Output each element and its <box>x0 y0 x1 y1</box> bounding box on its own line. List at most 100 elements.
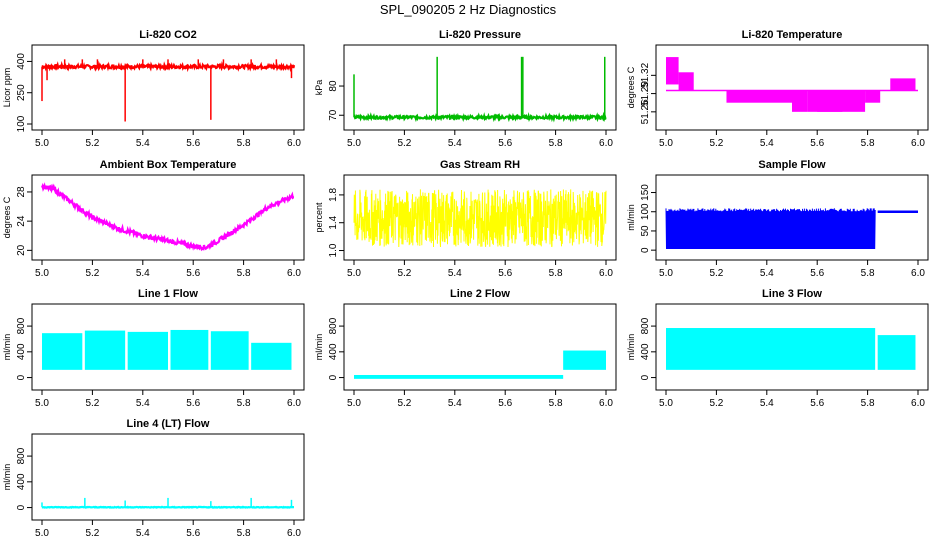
x-tick-label: 5.0 <box>347 398 361 409</box>
series-band <box>817 102 843 112</box>
x-tick-label: 5.6 <box>498 138 512 149</box>
y-tick-label: 0 <box>328 374 339 380</box>
series-band <box>666 328 876 370</box>
series-band <box>726 90 792 103</box>
y-axis-label: kPa <box>314 80 324 96</box>
x-tick-label: 5.0 <box>35 268 49 279</box>
x-tick-label: 5.2 <box>709 138 723 149</box>
x-tick-label: 5.4 <box>760 398 774 409</box>
y-tick-label: 400 <box>16 343 27 360</box>
y-tick-label: 800 <box>16 317 27 334</box>
x-tick-label: 6.0 <box>287 138 301 149</box>
y-tick-label: 51.26 <box>640 99 651 124</box>
x-tick-label: 5.0 <box>35 138 49 149</box>
series-line <box>665 208 876 250</box>
y-axis-label: Licor ppm <box>2 68 12 108</box>
y-tick-label: 800 <box>16 447 27 464</box>
y-tick-label: 51.29 <box>640 81 651 106</box>
x-tick-label: 5.6 <box>498 268 512 279</box>
series-band <box>563 350 606 370</box>
series-band <box>354 374 564 379</box>
chart-panel-7: Line 1 Flow ml/min 5.0 5.2 5.4 5.6 5.8 6.0 0 400 8… <box>2 288 305 409</box>
series-band <box>127 331 168 370</box>
x-tick-label: 5.2 <box>85 268 99 279</box>
x-tick-label: 5.8 <box>237 138 251 149</box>
chart-title: Line 1 Flow <box>138 288 198 300</box>
series-line <box>353 111 607 123</box>
x-tick-label: 5.8 <box>237 268 251 279</box>
x-tick-label: 5.6 <box>810 138 824 149</box>
x-tick-label: 5.8 <box>237 528 251 539</box>
series-band <box>890 78 916 91</box>
y-tick-label: 51.32 <box>640 62 651 87</box>
x-tick-label: 6.0 <box>287 528 301 539</box>
y-tick-label: 0 <box>16 374 27 380</box>
x-tick-label: 5.2 <box>709 268 723 279</box>
plot-frame <box>655 44 929 131</box>
y-tick-label: 0 <box>640 247 651 253</box>
x-tick-label: 5.6 <box>186 398 200 409</box>
y-tick-label: 100 <box>640 203 651 220</box>
chart-panel-4: Ambient Box Temperature degrees C 5.0 5.2 5.… <box>2 159 305 279</box>
chart-panel-8: Line 2 Flow ml/min 5.0 5.2 5.4 5.6 5.8 6.0 0 400 8… <box>314 288 617 409</box>
x-tick-label: 6.0 <box>287 268 301 279</box>
x-tick-label: 5.8 <box>549 138 563 149</box>
y-tick-label: 28 <box>16 186 27 198</box>
y-axis-label: ml/min <box>2 464 12 491</box>
x-tick-label: 5.2 <box>709 398 723 409</box>
y-tick-label: 400 <box>16 473 27 490</box>
chart-panel-1: Li-820 CO2 Licor ppm 5.0 5.2 5.4 5.6 5.8 6.0 100… <box>2 29 305 149</box>
x-tick-label: 6.0 <box>599 398 613 409</box>
x-tick-label: 6.0 <box>599 268 613 279</box>
x-tick-label: 6.0 <box>911 268 925 279</box>
x-tick-label: 5.8 <box>237 398 251 409</box>
y-axis-label: degrees C <box>626 66 636 108</box>
x-tick-label: 6.0 <box>599 138 613 149</box>
chart-title: Gas Stream RH <box>440 159 520 171</box>
series-band <box>865 90 881 103</box>
chart-title: Li-820 Temperature <box>742 29 843 41</box>
y-axis-label: ml/min <box>626 204 636 231</box>
x-tick-label: 5.4 <box>448 268 462 279</box>
x-tick-label: 5.6 <box>186 528 200 539</box>
x-tick-label: 5.2 <box>397 268 411 279</box>
x-tick-label: 5.2 <box>85 398 99 409</box>
y-tick-label: 70 <box>328 109 339 121</box>
y-tick-label: 0 <box>16 504 27 510</box>
chart-title: Li-820 Pressure <box>439 29 521 41</box>
y-tick-label: 20 <box>16 244 27 256</box>
plot-frame <box>31 174 305 261</box>
x-tick-label: 5.0 <box>35 528 49 539</box>
chart-title: Line 3 Flow <box>762 288 822 300</box>
plot-frame <box>31 44 305 131</box>
x-tick-label: 5.6 <box>810 268 824 279</box>
x-tick-label: 6.0 <box>911 138 925 149</box>
chart-panel-10: Line 4 (LT) Flow ml/min 5.0 5.2 5.4 5.6 5.8 6.0… <box>2 418 305 539</box>
y-tick-label: 100 <box>16 115 27 132</box>
chart-title: Line 4 (LT) Flow <box>127 418 210 430</box>
x-tick-label: 5.8 <box>861 398 875 409</box>
chart-title: Line 2 Flow <box>450 288 510 300</box>
chart-title: Li-820 CO2 <box>139 29 196 41</box>
y-tick-label: 24 <box>16 215 27 227</box>
x-tick-label: 5.2 <box>85 138 99 149</box>
x-tick-label: 5.4 <box>448 398 462 409</box>
chart-title: Ambient Box Temperature <box>100 159 237 171</box>
chart-panel-2: Li-820 Pressure kPa 5.0 5.2 5.4 5.6 5.8 6.0 70 80 <box>314 29 617 149</box>
series-band <box>792 90 808 112</box>
x-tick-label: 5.4 <box>136 398 150 409</box>
y-tick-label: 80 <box>328 80 339 92</box>
x-tick-label: 5.2 <box>397 398 411 409</box>
series-band <box>678 72 694 91</box>
series-line <box>40 182 295 252</box>
x-tick-label: 5.8 <box>861 138 875 149</box>
chart-panel-6: Sample Flow ml/min 5.0 5.2 5.4 5.6 5.8 6.0 0 50 10… <box>626 159 929 279</box>
x-tick-label: 5.2 <box>85 528 99 539</box>
series-line <box>41 60 296 73</box>
y-axis-label: percent <box>314 202 324 233</box>
series-band <box>42 333 83 370</box>
y-axis-label: ml/min <box>314 334 324 361</box>
chart-panel-5: Gas Stream RH percent 5.0 5.2 5.4 5.6 5.8 6.0 1.… <box>314 159 617 279</box>
series-band <box>210 331 249 370</box>
